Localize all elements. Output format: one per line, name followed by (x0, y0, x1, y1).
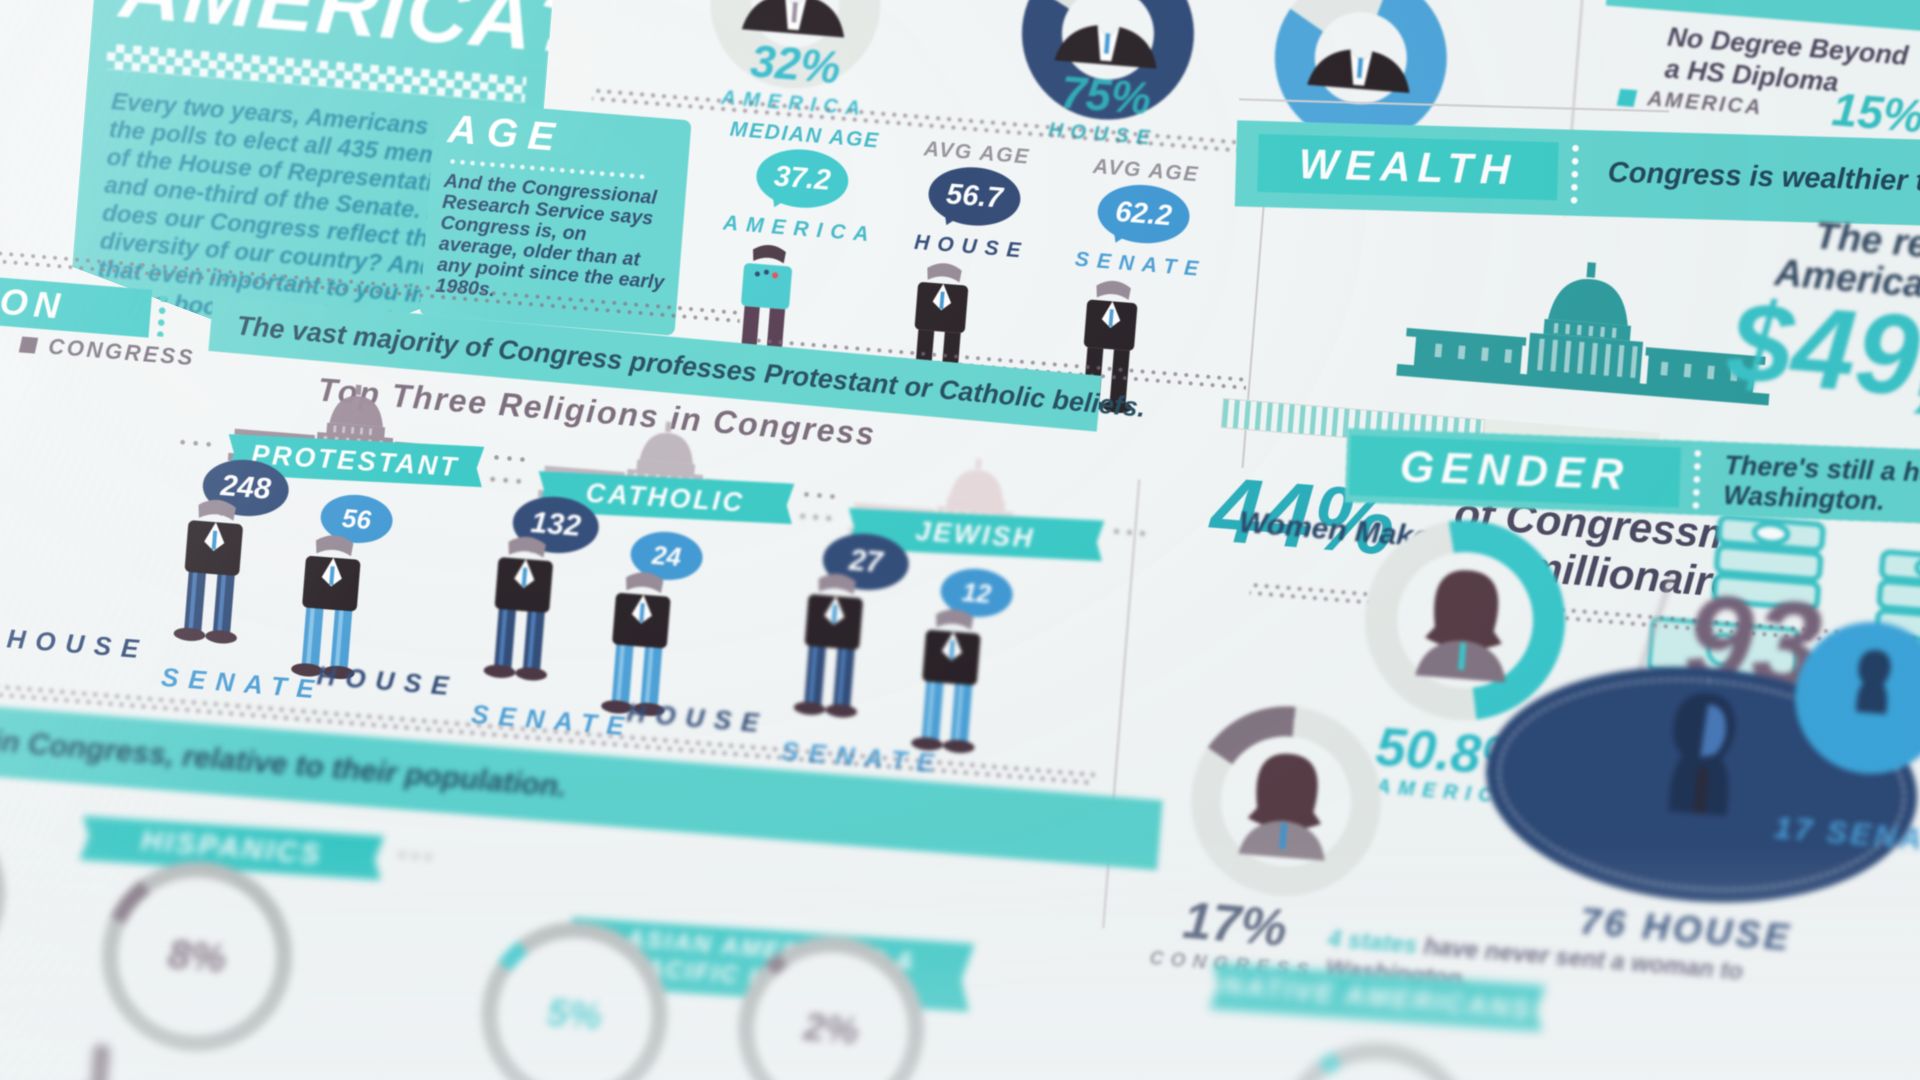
native-america-circle (1268, 1034, 1484, 1080)
wealth-ribbon: WEALTH (1257, 133, 1559, 201)
person-senate-icon (291, 535, 361, 680)
age-bubble-senate: 62.2 (1095, 181, 1192, 247)
donut-house-education (1015, 0, 1201, 127)
donut-women-america (1357, 512, 1573, 728)
religion-name: JEWISH (914, 515, 1037, 553)
suit-bust-icon (1054, 25, 1157, 69)
circle-value (0, 793, 12, 993)
age-bubble-house: 56.7 (926, 163, 1023, 230)
dots-decoration (489, 451, 531, 466)
senate-count: 56 (341, 502, 373, 535)
donut-women-congress (1183, 699, 1389, 904)
asian-congress-circle: 2% (731, 929, 932, 1080)
donut-america-education (703, 0, 887, 96)
capitol-building-icon (1396, 262, 1770, 406)
dots-decoration (175, 436, 217, 451)
dots-decoration (395, 849, 437, 864)
gender-ribbon: GENDER (1349, 435, 1681, 508)
donut-value: 75% (1059, 66, 1153, 125)
dots-decoration (1109, 525, 1151, 540)
religion-name: CATHOLIC (585, 477, 746, 518)
capitol-dome-blob-icon (90, 1044, 110, 1080)
senate-women-circle (1789, 616, 1920, 780)
woman-icon (1415, 570, 1506, 683)
gender-banner-line2: Washington. (1722, 479, 1886, 516)
hispanics-congress-circle: 8% (94, 854, 300, 1059)
religion-group-protestant: PROTESTANT 248 56 HOUSE SENATE (6, 384, 628, 799)
circle-value (1268, 1035, 1483, 1080)
religion-ribbon-label: RELIGION (0, 268, 68, 327)
ribbon-dots (1568, 141, 1581, 204)
person-house-icon (173, 499, 243, 644)
person-senate-icon (601, 572, 671, 717)
gender-note-lead: 4 states (1326, 925, 1419, 960)
woman-silhouette-icon (1669, 693, 1736, 817)
donut-value: 32% (748, 35, 843, 94)
senate-count: 24 (651, 539, 683, 572)
ribbon-dots (155, 292, 169, 337)
ribbon-dots (1690, 446, 1704, 510)
religion-group-catholic: CATHOLIC 132 24 HOUSE SENATE (316, 421, 938, 836)
age-bubble-america: 37.2 (754, 145, 851, 212)
dots-decoration (799, 488, 841, 503)
age-value: 62.2 (1114, 195, 1174, 232)
circle-value: 2% (802, 1006, 861, 1053)
suit-bust-icon (1307, 49, 1410, 94)
circle-value: 8% (166, 931, 228, 981)
asian-america-circle: 5% (474, 914, 675, 1080)
money-stack-icon (1711, 514, 1826, 612)
woman-silhouette-icon (1856, 650, 1891, 715)
person-house-icon (483, 536, 553, 681)
legend-label: CONGRESS (47, 333, 197, 371)
legend-label: AMERICA (1646, 87, 1764, 120)
person-senate-icon (911, 609, 981, 754)
house-women-medallion (1476, 650, 1920, 919)
senate-count: 12 (961, 576, 993, 609)
circle-value: 5% (545, 991, 604, 1038)
suit-bust-icon (741, 0, 845, 38)
woman-icon (1238, 753, 1325, 861)
age-ribbon-heading: AGE (446, 107, 567, 161)
religion-group-jewish: JEWISH 27 12 HOUSE SENATE (626, 458, 1248, 873)
age-value: 56.7 (945, 177, 1004, 215)
bottom-right-band (1068, 1019, 1920, 1080)
america-legend-swatch (1616, 88, 1638, 107)
wealth-banner-text: Congress is wealthier than the na (1607, 156, 1920, 202)
aside-value: $49, (1724, 278, 1920, 424)
congress-legend-swatch (18, 336, 39, 354)
religion-legend: CONGRESS (18, 331, 197, 371)
hispanics-america-circle (0, 793, 13, 994)
person-house-icon (793, 573, 863, 718)
age-value: 37.2 (772, 159, 832, 197)
donut-senate-education (1268, 0, 1454, 151)
